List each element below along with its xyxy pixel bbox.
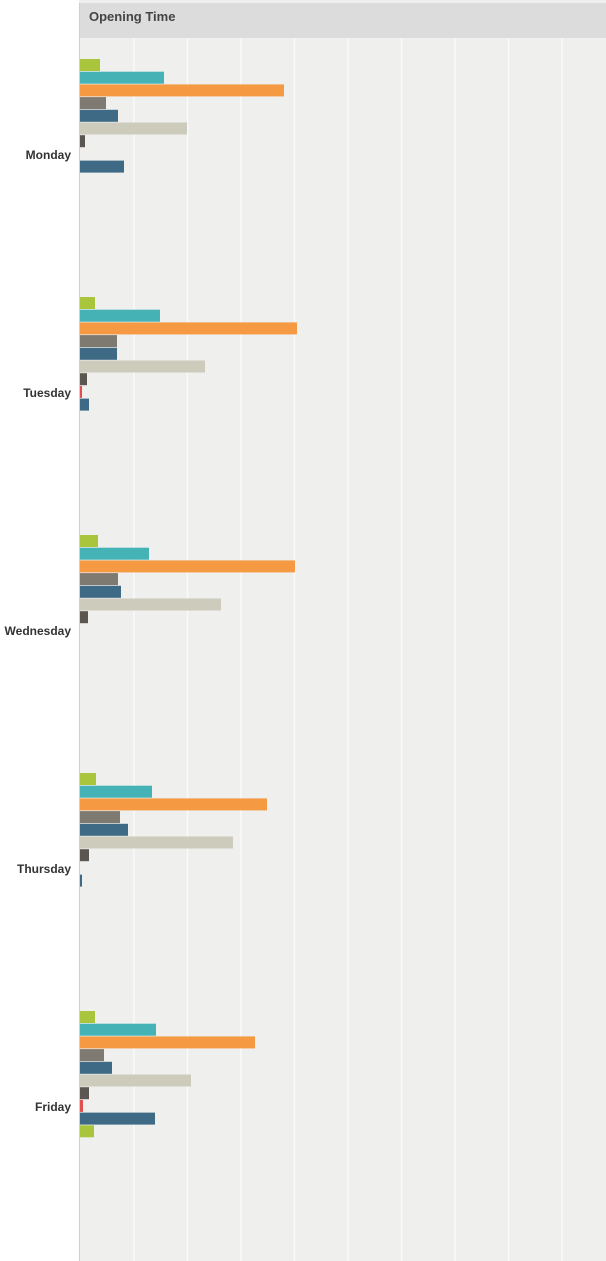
bar-monday	[80, 160, 124, 173]
bar-thursday	[80, 836, 233, 849]
category-labels: Monday Tuesday Wednesday Thursday Friday	[5, 148, 72, 1114]
bar-tuesday	[80, 360, 205, 373]
plot-area-background	[79, 0, 606, 1261]
bar-friday	[80, 1125, 94, 1138]
category-label: Thursday	[17, 862, 71, 876]
bar-wednesday	[80, 573, 118, 586]
bar-wednesday	[80, 547, 149, 560]
category-label: Tuesday	[23, 386, 71, 400]
bars	[80, 59, 297, 1138]
bar-thursday	[80, 811, 120, 824]
bar-monday	[80, 71, 164, 84]
bar-monday	[80, 59, 100, 71]
bar-wednesday	[80, 560, 295, 573]
bar-friday	[80, 1087, 89, 1100]
bar-monday	[80, 109, 118, 122]
bar-wednesday	[80, 611, 88, 624]
bar-friday	[80, 1061, 112, 1074]
bar-tuesday	[80, 322, 297, 335]
bar-thursday	[80, 773, 96, 785]
bar-friday	[80, 1112, 155, 1125]
category-label: Friday	[35, 1100, 71, 1114]
bar-monday	[80, 84, 284, 97]
bar-friday	[80, 1074, 191, 1087]
bar-thursday	[80, 785, 152, 798]
bar-monday	[80, 122, 187, 135]
bar-tuesday	[80, 309, 160, 322]
bar-tuesday	[80, 385, 82, 398]
left-panel	[0, 0, 79, 1261]
header-bar	[79, 3, 606, 38]
bar-tuesday	[80, 335, 117, 348]
bar-thursday	[80, 874, 82, 887]
chart-title: Opening Time	[89, 9, 176, 24]
bar-tuesday	[80, 297, 95, 309]
bar-friday	[80, 1036, 255, 1049]
bar-monday	[80, 97, 106, 110]
bar-monday	[80, 135, 85, 148]
bar-tuesday	[80, 373, 87, 386]
category-label: Monday	[26, 148, 72, 162]
bar-thursday	[80, 823, 128, 836]
bar-tuesday	[80, 398, 89, 411]
bar-wednesday	[80, 535, 98, 547]
category-label: Wednesday	[5, 624, 72, 638]
bar-friday	[80, 1049, 104, 1062]
bar-tuesday	[80, 347, 117, 360]
bar-thursday	[80, 849, 89, 862]
gridlines	[133, 38, 563, 1261]
bar-wednesday	[80, 585, 121, 598]
bar-friday	[80, 1011, 95, 1023]
bar-thursday	[80, 798, 267, 811]
bar-wednesday	[80, 598, 221, 611]
bar-friday	[80, 1023, 156, 1036]
bar-friday	[80, 1099, 83, 1112]
